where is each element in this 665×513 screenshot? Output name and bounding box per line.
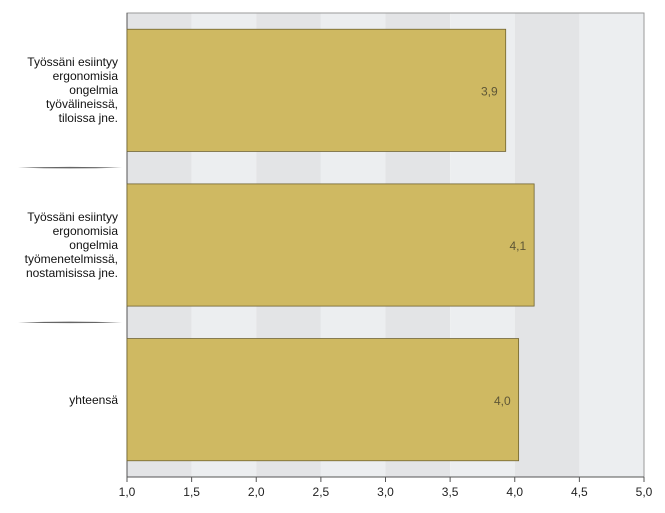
y-tick-label: yhteensä [69,392,118,407]
value-label: 4,0 [494,394,511,408]
x-tick-label: 4,0 [506,485,523,499]
x-tick-label: 3,5 [442,485,459,499]
y-tick-label: Työssäni esiintyy ergonomisia ongelmia t… [24,210,118,280]
separator [18,166,122,169]
x-tick-label: 3,0 [377,485,394,499]
bar [126,28,507,152]
bar [126,338,520,462]
value-label: 4,1 [509,239,526,253]
value-label: 3,9 [481,85,498,99]
x-tick-label: 1,5 [183,485,200,499]
x-tick-label: 5,0 [636,485,653,499]
plot-stripe [579,13,644,477]
y-tick-label: Työssäni esiintyy ergonomisia ongelmia t… [27,55,118,126]
x-tick-label: 1,0 [119,485,136,499]
separator [18,321,122,324]
x-tick-label: 4,5 [571,485,588,499]
bar [126,183,535,307]
x-tick-label: 2,0 [248,485,265,499]
x-tick-label: 2,5 [313,485,330,499]
